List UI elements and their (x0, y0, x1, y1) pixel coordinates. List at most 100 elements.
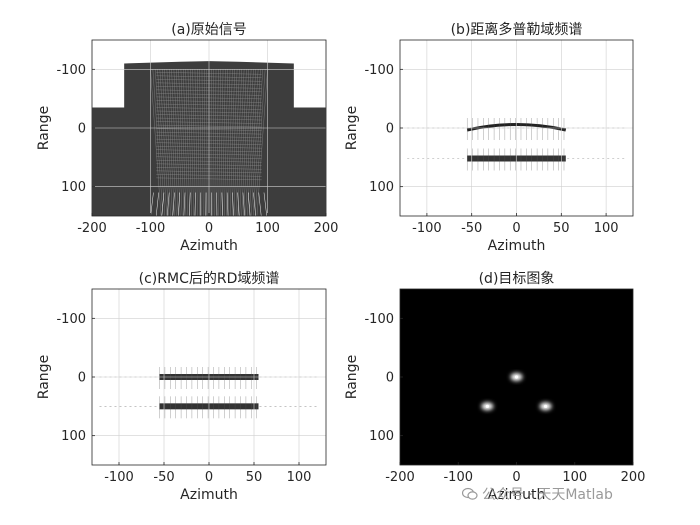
streak-line (226, 192, 229, 216)
y-axis-label: Range (344, 355, 360, 399)
grid (92, 289, 326, 465)
chirp-line (256, 69, 268, 216)
subplot-a: -200 -100 0 100 200 -100 0 100 (a)原始信号 Azimuth Ran… (36, 22, 338, 254)
x-tick-label: 50 (553, 221, 570, 236)
x-tick-label: 0 (205, 470, 213, 485)
chirp-line (231, 69, 238, 216)
target-core (514, 375, 519, 379)
grid (400, 40, 633, 216)
chirp-line (237, 69, 245, 216)
x-tick-label: 200 (621, 470, 646, 485)
chirp-line (199, 69, 202, 216)
y-tick-label: -100 (364, 63, 394, 78)
streak-line (189, 192, 191, 216)
x-tick-label: -200 (77, 221, 107, 236)
chirp-line (252, 69, 263, 216)
y-tick-label: 100 (369, 180, 394, 195)
streak-line (263, 192, 267, 216)
bottom-streaks (150, 192, 267, 216)
streak-line (258, 192, 262, 216)
x-tick-label: -100 (412, 221, 442, 236)
y-axis-label: Range (36, 355, 52, 399)
x-tick-label: 50 (246, 470, 263, 485)
target-point (485, 368, 606, 445)
chirp-line (216, 69, 219, 216)
streak-line (237, 192, 240, 216)
subplot-b: -100 -50 0 50 100 -100 0 100 (b)距离多普勒域频谱 Azimuth R… (344, 21, 634, 254)
y-tick-label: 0 (78, 122, 86, 137)
x-tick-label: -100 (443, 470, 473, 485)
x-tick-label: -100 (136, 221, 166, 236)
x-tick-label: -100 (104, 470, 134, 485)
streak-line (161, 192, 165, 216)
streak-line (232, 192, 234, 216)
chirp-line (218, 69, 221, 216)
chirp-line (197, 69, 200, 216)
x-tick-label: 100 (255, 221, 280, 236)
y-tick-label: 0 (386, 371, 394, 386)
y-tick-label: 0 (78, 371, 86, 386)
target-core (544, 404, 548, 408)
x-axis-label: Azimuth (488, 487, 546, 503)
chirp-line (214, 69, 217, 216)
streak-line (178, 192, 180, 216)
streak-line (247, 192, 251, 216)
chirp-line (212, 69, 214, 216)
chirp-line (185, 69, 190, 216)
chart-title: (d)目标图象 (479, 271, 555, 287)
x-tick-label: -50 (461, 221, 482, 236)
streak-line (194, 192, 196, 216)
chirp-line (194, 69, 198, 216)
x-axis-label: Azimuth (488, 238, 546, 254)
wechat-icon (461, 487, 478, 501)
chirp-line (187, 69, 192, 216)
watermark: 公众号 · 天天Matlab (461, 484, 613, 504)
chirp-line (241, 69, 249, 216)
x-tick-label: 0 (512, 470, 520, 485)
chirp-line (229, 69, 235, 216)
y-tick-label: 100 (61, 180, 86, 195)
chirp-line (254, 69, 266, 216)
x-tick-label: 100 (594, 221, 619, 236)
chirp-line (222, 69, 226, 216)
chirp-line (150, 69, 162, 216)
y-tick-label: 0 (386, 122, 394, 137)
streak-line (253, 192, 256, 216)
x-tick-label: 200 (314, 221, 339, 236)
chirp-line (249, 69, 259, 216)
targets (427, 339, 606, 445)
streak-line (150, 192, 154, 216)
chirp-line (245, 69, 254, 216)
chirp-line (162, 69, 171, 216)
image-content (427, 339, 606, 445)
streak-line (183, 192, 186, 216)
chirp-line (239, 69, 247, 216)
y-tick-label: 100 (61, 429, 86, 444)
x-tick-label: -200 (385, 470, 415, 485)
streak-line (221, 192, 223, 216)
chart-title: (a)原始信号 (171, 22, 247, 38)
streak-line (166, 192, 170, 216)
x-axis-label: Azimuth (180, 238, 238, 254)
streak-line (172, 192, 175, 216)
chart-title: (b)距离多普勒域频谱 (451, 21, 583, 38)
y-axis-label: Range (344, 106, 360, 150)
chirp-line (243, 69, 252, 216)
chirp-line (228, 69, 233, 216)
chirp-line (192, 69, 196, 216)
streak-line (155, 192, 159, 216)
x-tick-label: 100 (562, 470, 587, 485)
x-tick-label: -50 (153, 470, 174, 485)
x-tick-label: 100 (287, 470, 312, 485)
chirp-line (247, 69, 256, 216)
chirp-line (201, 69, 204, 216)
chirp-line (164, 69, 173, 216)
y-tick-label: 100 (369, 429, 394, 444)
chirp-line (226, 69, 231, 216)
y-tick-label: -100 (56, 312, 86, 327)
subplot-d: -200 -100 0 100 200 -100 0 100 (d)目标图象 Azimuth Ran… (344, 271, 645, 503)
y-axis-label: Range (36, 106, 52, 150)
y-tick-label: -100 (56, 63, 86, 78)
y-tick-label: -100 (364, 312, 394, 327)
